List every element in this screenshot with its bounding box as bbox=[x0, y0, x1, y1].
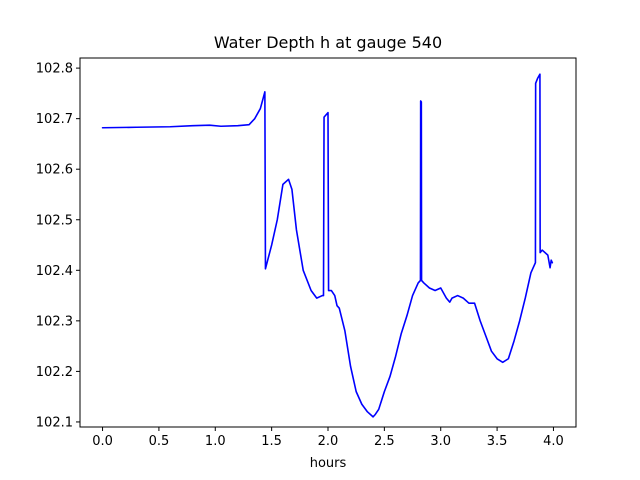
y-tick-label: 102.7 bbox=[36, 112, 73, 127]
y-tick-label: 102.4 bbox=[36, 264, 73, 279]
chart-title: Water Depth h at gauge 540 bbox=[214, 33, 442, 52]
y-tick-label: 102.5 bbox=[36, 213, 73, 228]
y-tick-label: 102.1 bbox=[36, 415, 73, 430]
x-tick-label: 3.0 bbox=[430, 434, 451, 449]
y-tick-label: 102.8 bbox=[36, 62, 73, 77]
x-tick-label: 2.5 bbox=[374, 434, 395, 449]
axis-ticks: 0.0 0.5 1.0 1.5 2.0 2.5 3.0 3.5 4.0 102.1 102.2 102… bbox=[36, 62, 564, 449]
x-tick-label: 1.0 bbox=[205, 434, 226, 449]
y-tick-label: 102.3 bbox=[36, 314, 73, 329]
x-tick-label: 3.5 bbox=[487, 434, 508, 449]
plot-area bbox=[101, 73, 554, 418]
y-tick-label: 102.2 bbox=[36, 365, 73, 380]
x-tick-label: 0.0 bbox=[92, 434, 113, 449]
x-tick-label: 2.0 bbox=[318, 434, 339, 449]
y-tick-label: 102.6 bbox=[36, 163, 73, 178]
x-axis-label: hours bbox=[310, 456, 347, 471]
axes-frame bbox=[79, 57, 577, 428]
x-tick-label: 4.0 bbox=[543, 434, 564, 449]
x-tick-label: 0.5 bbox=[149, 434, 170, 449]
series-line-0 bbox=[101, 73, 554, 418]
x-tick-label: 1.5 bbox=[261, 434, 282, 449]
